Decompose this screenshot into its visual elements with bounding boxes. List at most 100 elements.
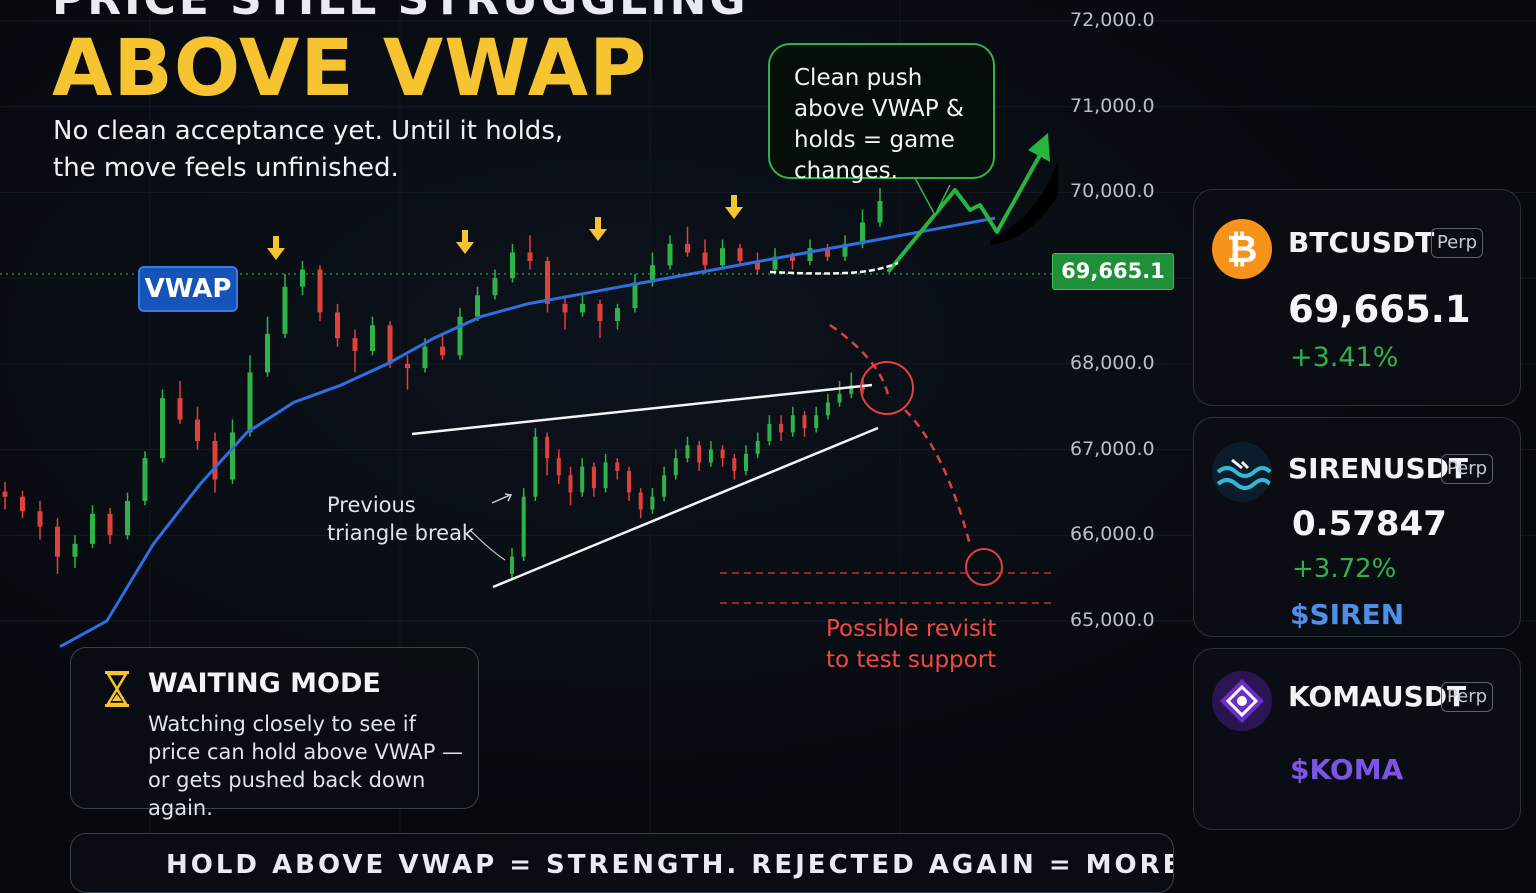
bullish-projection-arrow — [886, 154, 1042, 274]
candle — [737, 248, 743, 261]
ticker-symbol: KOMAUSDT — [1288, 680, 1467, 713]
candle — [90, 513, 95, 544]
current-price-tag: 69,665.1 — [1052, 253, 1174, 290]
y-axis-tick: 65,000.0 — [1070, 609, 1155, 631]
vwap-line — [59, 216, 996, 649]
yellow-down-arrow-icon — [456, 230, 474, 254]
candle — [317, 269, 323, 313]
resistance-curve — [769, 261, 899, 275]
candle — [457, 316, 463, 356]
candle — [282, 286, 288, 334]
candle — [732, 458, 737, 471]
candle — [615, 462, 620, 471]
candle — [720, 449, 725, 459]
candle — [556, 458, 561, 476]
candle — [521, 496, 526, 557]
candle — [405, 363, 410, 369]
candle — [627, 471, 631, 493]
candle — [650, 496, 655, 510]
ticker-tag: $SIREN — [1290, 598, 1405, 631]
y-axis-tick: 66,000.0 — [1070, 523, 1155, 546]
waiting-mode-panel: WAITING MODE Watching closely to see if … — [70, 647, 479, 820]
ticker-change: +3.41% — [1290, 342, 1399, 373]
candle — [562, 303, 568, 313]
y-axis-tick: 70,000.0 — [1070, 180, 1155, 203]
candle — [702, 252, 708, 266]
yellow-down-arrow-icon — [725, 195, 743, 219]
candle — [860, 222, 865, 244]
triangle-note-pointer — [469, 529, 506, 561]
bullish-arrow-head — [1028, 133, 1050, 162]
candle — [877, 201, 883, 223]
waiting-title: WAITING MODE — [148, 668, 381, 699]
ticker-price: 0.57847 — [1292, 504, 1447, 544]
candle — [650, 265, 655, 283]
candle — [779, 423, 784, 433]
ticker-card-btc[interactable]: ₿ BTCUSDT Perp 69,665.1 +3.41% — [1193, 189, 1521, 406]
ticker-card-koma[interactable]: KOMAUSDT Perp $KOMA — [1193, 648, 1521, 830]
candle — [720, 248, 725, 266]
candle — [814, 415, 819, 429]
candle — [603, 462, 608, 489]
candle — [767, 423, 772, 441]
candle — [825, 248, 830, 257]
candle — [72, 543, 78, 557]
headline-top-line: PRICE STILL STRUGGLING — [52, 0, 749, 25]
candle — [160, 398, 165, 459]
candle — [422, 346, 428, 369]
bearish-path — [829, 323, 972, 546]
hourglass-icon — [105, 671, 129, 707]
yellow-down-arrow-icon — [589, 217, 607, 241]
candle — [107, 513, 113, 536]
candle — [849, 385, 854, 394]
candle — [440, 346, 445, 356]
candle — [125, 501, 130, 536]
candle — [20, 496, 25, 512]
headline-subtitle: No clean acceptance yet. Until it holds,… — [53, 116, 564, 183]
candle — [755, 441, 760, 454]
koma-diamond-icon — [1212, 671, 1272, 731]
candle — [580, 466, 585, 493]
y-axis-tick: 72,000.0 — [1070, 9, 1155, 31]
siren-wave-icon — [1212, 442, 1272, 502]
candle — [533, 436, 538, 497]
candle — [545, 261, 550, 304]
candle — [510, 252, 515, 279]
candle — [837, 393, 842, 403]
candle — [772, 256, 778, 270]
candle — [568, 475, 573, 493]
candle — [591, 466, 596, 489]
support-circle — [965, 548, 1003, 586]
candle — [475, 295, 480, 317]
candle — [790, 256, 795, 261]
vwap-label: VWAP — [138, 266, 238, 312]
perp-badge: Perp — [1431, 228, 1483, 258]
ticker-symbol: BTCUSDT — [1288, 226, 1435, 259]
candle — [861, 385, 865, 390]
candle — [708, 449, 713, 463]
ticker-card-siren[interactable]: SIRENUSDT Perp 0.57847 +3.72% $SIREN — [1193, 417, 1521, 637]
candle — [673, 458, 678, 476]
triangle-note-arrow — [491, 493, 513, 504]
candle — [195, 419, 200, 441]
rejection-circle — [860, 361, 914, 415]
candle — [685, 445, 690, 459]
ticker-change: +3.72% — [1292, 554, 1397, 584]
candle — [597, 303, 603, 321]
candle — [300, 269, 305, 287]
candle — [755, 261, 760, 270]
candle — [744, 453, 748, 471]
candle — [667, 243, 673, 266]
ticker-tag: $KOMA — [1290, 753, 1404, 786]
push-callout: Clean push above VWAP & holds = game cha… — [768, 43, 995, 184]
triangle-note: Previous triangle break — [327, 493, 475, 545]
candle — [177, 398, 183, 420]
candle — [632, 282, 638, 309]
candle — [790, 415, 795, 433]
dark-swoosh — [990, 160, 1058, 245]
y-axis-tick: 71,000.0 — [1070, 94, 1155, 117]
triangle-lower-line — [492, 426, 879, 589]
headline-main: ABOVE VWAP — [52, 24, 648, 114]
candle — [685, 243, 690, 253]
candle — [842, 243, 848, 257]
